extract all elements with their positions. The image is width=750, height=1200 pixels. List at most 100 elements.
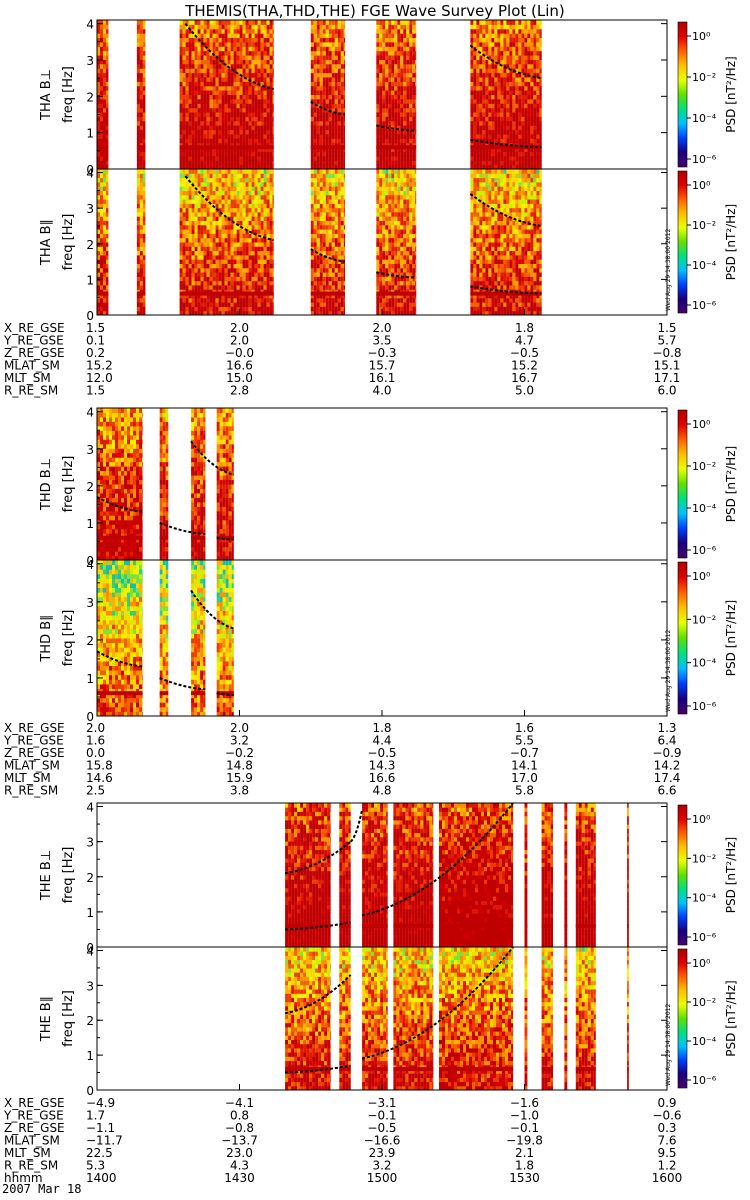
ephemeris-value: 0.8 [230, 1109, 249, 1123]
ephemeris-label: MLAT_SM [4, 1134, 60, 1148]
ephemeris-label: Z_RE_GSE [4, 746, 65, 760]
ephemeris-value: 15.7 [369, 359, 396, 373]
ephemeris-value: −0.6 [652, 1109, 681, 1123]
ephemeris-value: 5.0 [515, 384, 534, 398]
spectral-band [97, 535, 143, 540]
ephemeris-value: 4.7 [515, 334, 534, 348]
ephemeris-value: −4.9 [86, 1096, 115, 1110]
ephemeris-label: MLAT_SM [4, 359, 60, 373]
spectrogram-the-par [284, 946, 629, 1091]
colorbar-tick-label: 10⁻⁶ [692, 700, 717, 713]
cyclotron-frequency-line [470, 285, 542, 295]
burst [393, 947, 434, 1091]
spectral-band [376, 291, 417, 296]
y-tick-label: 3 [86, 836, 94, 850]
ephemeris-label: Y_RE_GSE [3, 734, 64, 748]
burst [285, 947, 331, 1091]
ephemeris-value: 7.6 [657, 1134, 676, 1148]
ephemeris-value: 3.2 [372, 1159, 391, 1173]
ephemeris-value: 15.9 [226, 771, 253, 785]
spectral-band [627, 923, 629, 928]
burst [136, 20, 146, 170]
ephemeris-value: 0.9 [657, 1096, 676, 1110]
colorbar-tick-label: 10⁰ [692, 179, 711, 192]
spectral-band [575, 1067, 596, 1072]
spectral-band [191, 535, 206, 540]
ephemeris-value: −1.1 [86, 1121, 115, 1135]
ephemeris-value: 3.8 [230, 784, 249, 798]
colorbar-tick-label: 10⁻⁴ [692, 892, 717, 905]
ephemeris-label: MLAT_SM [4, 759, 60, 773]
ephemeris-value: 16.6 [226, 359, 253, 373]
ephemeris-value: 1.7 [86, 1109, 105, 1123]
y-axis-label: freq [Hz] [61, 214, 76, 271]
ephemeris-value: 0.3 [657, 1121, 676, 1135]
colorbar [677, 21, 688, 168]
colorbar-tick-label: 10⁻² [692, 460, 716, 473]
ephemeris-value: 14.8 [226, 759, 253, 773]
ephemeris-value: 14.6 [86, 771, 113, 785]
burst [191, 560, 206, 717]
burst [310, 169, 345, 316]
ephemeris-value: 15.8 [86, 759, 113, 773]
cyclotron-frequency-line [190, 440, 235, 476]
cyclotron-frequency-line [190, 589, 235, 630]
panel-frame [96, 559, 668, 717]
burst [524, 803, 528, 948]
colorbar-tick-label: 10⁻⁴ [692, 657, 717, 670]
burst [136, 169, 146, 316]
spectrogram-the-perp [284, 802, 629, 948]
colorbar-tick-label: 10⁻² [692, 613, 716, 626]
cyclotron-frequency-line [376, 124, 417, 132]
panel-label: THE B⊥ [39, 850, 54, 901]
colorbar-label: PSD [nT²/Hz] [724, 980, 738, 1056]
cyclotron-frequency-line [184, 23, 274, 91]
spectral-band [97, 291, 109, 296]
ephemeris-value: 5.3 [86, 1159, 105, 1173]
spectral-band [136, 291, 146, 296]
cyclotron-frequency-line [216, 536, 234, 541]
ephemeris-label: R_RE_SM [4, 384, 58, 398]
ephemeris-value: −0.9 [652, 746, 681, 760]
ephemeris-value: 1.5 [86, 321, 105, 335]
spectral-band [439, 1067, 514, 1072]
burst [285, 803, 331, 948]
spectral-band [564, 1067, 568, 1072]
y-axis-label: freq [Hz] [61, 66, 76, 123]
ephemeris-value: 3.2 [230, 734, 249, 748]
y-tick-label: 4 [86, 558, 94, 572]
ephemeris-value: 1500 [367, 1171, 398, 1185]
y-tick-label: 2 [86, 1014, 94, 1028]
burst [339, 947, 351, 1091]
colorbar [677, 561, 688, 715]
burst [541, 803, 553, 948]
colorbar [677, 170, 688, 314]
cyclotron-frequency-line [284, 974, 352, 1015]
colorbar-tick-label: 10⁻² [692, 852, 716, 865]
ephemeris-value: −11.7 [86, 1134, 123, 1148]
spectrogram-tha-par [97, 169, 542, 316]
colorbar-label: PSD [nT²/Hz] [724, 446, 738, 522]
colorbar-tick-label: 10⁻² [692, 71, 716, 84]
ephemeris-value: 2.0 [230, 721, 249, 735]
colorbar-tick-label: 10⁰ [692, 30, 711, 43]
cyclotron-frequency-line [285, 1064, 351, 1074]
colorbar-label: PSD [nT²/Hz] [724, 600, 738, 676]
burst [216, 408, 234, 561]
spectral-band [470, 291, 542, 296]
colorbar [677, 804, 688, 946]
colorbar-tick-label: 10⁰ [692, 957, 711, 970]
burst [524, 947, 528, 1091]
burst [159, 408, 169, 561]
ephemeris-value: 3.5 [372, 334, 391, 348]
ephemeris-value: 4.8 [372, 784, 391, 798]
ephemeris-value: −4.1 [225, 1096, 254, 1110]
ephemeris-value: 14.1 [511, 759, 538, 773]
ephemeris-value: 5.5 [515, 734, 534, 748]
spectral-band [627, 1067, 629, 1072]
spectral-band [575, 923, 596, 928]
cyclotron-frequency-line [184, 175, 274, 242]
y-axis-label: freq [Hz] [61, 456, 76, 513]
colorbar [677, 409, 688, 559]
burst [470, 20, 542, 170]
